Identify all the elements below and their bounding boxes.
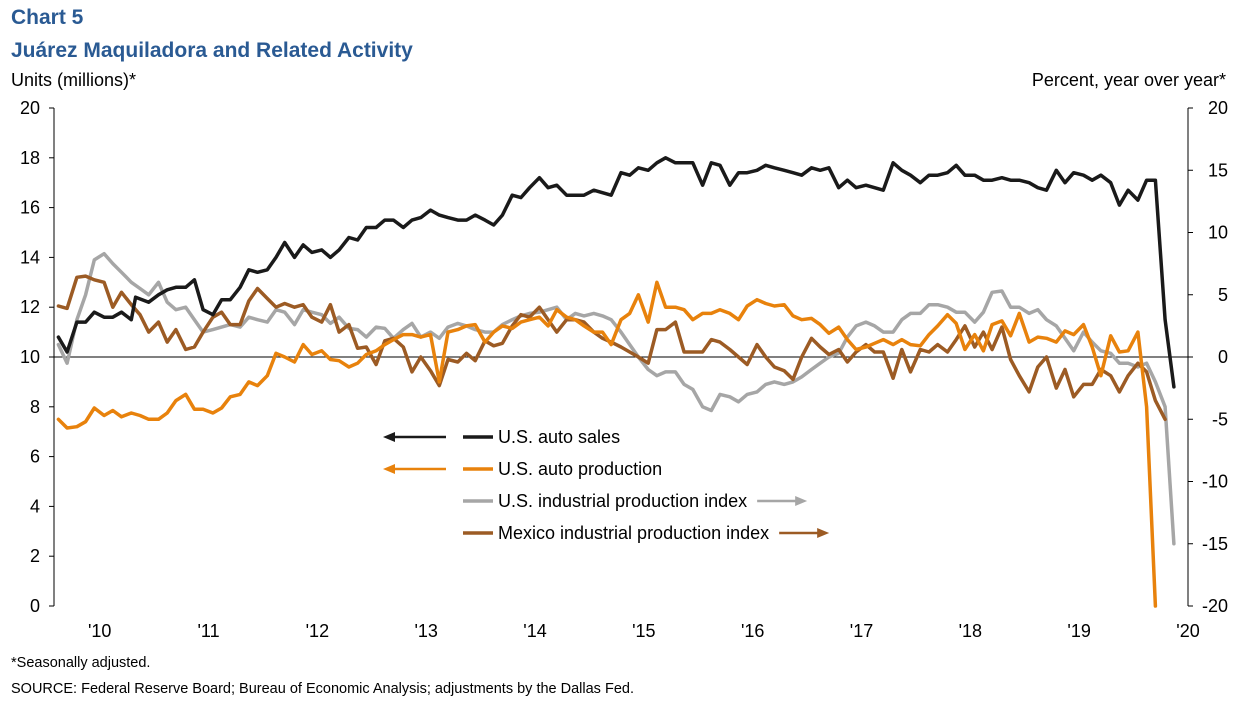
axes: 0 2 4 6 8 10 12 14 16 18 20 -20 -15 -10 -5 0 5 10 15 20 '10 '…	[20, 98, 1228, 641]
right-tick-label: -15	[1202, 534, 1228, 554]
footnote: *Seasonally adjusted.	[11, 655, 151, 671]
legend-arrowhead-mexico-industrial-production-index	[817, 528, 830, 538]
chart-label: Chart 5	[11, 6, 84, 29]
legend-arrowhead-u-s-auto-sales	[383, 432, 395, 442]
legend-arrowhead-u-s-auto-production	[383, 464, 395, 474]
chart-title: Juárez Maquiladora and Related Activity	[11, 39, 413, 62]
series-lines	[56, 156, 1176, 608]
right-axis-title: Percent, year over year*	[1031, 70, 1226, 90]
left-tick-label: 0	[30, 596, 40, 616]
u-s-industrial-production-index-line	[56, 251, 1176, 546]
left-tick-label: 6	[30, 447, 40, 467]
legend-label-mexico-industrial-production-index: Mexico industrial production index	[498, 523, 769, 543]
x-tick-label: '19	[1067, 621, 1090, 641]
source-note: SOURCE: Federal Reserve Board; Bureau of…	[11, 681, 634, 697]
right-tick-label: -5	[1212, 409, 1228, 429]
right-tick-label: 15	[1208, 160, 1228, 180]
legend-label-u-s-auto-sales: U.S. auto sales	[498, 427, 620, 447]
right-tick-label: 0	[1218, 347, 1228, 367]
mexico-industrial-production-index-line	[56, 274, 1167, 422]
right-tick-label: -10	[1202, 472, 1228, 492]
u-s-auto-production-line	[56, 280, 1158, 608]
legend: U.S. auto sales U.S. auto production U.S. …	[383, 427, 830, 543]
left-tick-label: 10	[20, 347, 40, 367]
legend-label-u-s-auto-production: U.S. auto production	[498, 459, 662, 479]
x-tick-label: '17	[850, 621, 873, 641]
x-tick-label: '14	[523, 621, 546, 641]
u-s-auto-sales-line	[56, 156, 1176, 389]
left-tick-label: 20	[20, 98, 40, 118]
x-tick-label: '10	[88, 621, 111, 641]
x-tick-label: '11	[197, 621, 219, 641]
right-tick-label: 10	[1208, 223, 1228, 243]
legend-label-u-s-industrial-production-index: U.S. industrial production index	[498, 491, 747, 511]
x-tick-label: '20	[1176, 621, 1199, 641]
left-tick-label: 2	[30, 546, 40, 566]
x-tick-label: '13	[414, 621, 437, 641]
x-tick-label: '16	[741, 621, 764, 641]
x-tick-label: '18	[959, 621, 982, 641]
left-tick-label: 14	[20, 247, 40, 267]
left-tick-label: 4	[30, 496, 40, 516]
left-tick-label: 18	[20, 148, 40, 168]
left-tick-label: 12	[20, 297, 40, 317]
left-tick-label: 8	[30, 397, 40, 417]
legend-arrowhead-u-s-industrial-production-index	[795, 496, 808, 506]
left-tick-label: 16	[20, 198, 40, 218]
left-axis-title: Units (millions)*	[11, 70, 137, 90]
x-tick-label: '12	[306, 621, 329, 641]
right-tick-label: 5	[1218, 285, 1228, 305]
right-tick-label: -20	[1202, 596, 1228, 616]
right-tick-label: 20	[1208, 98, 1228, 118]
x-tick-label: '15	[632, 621, 655, 641]
